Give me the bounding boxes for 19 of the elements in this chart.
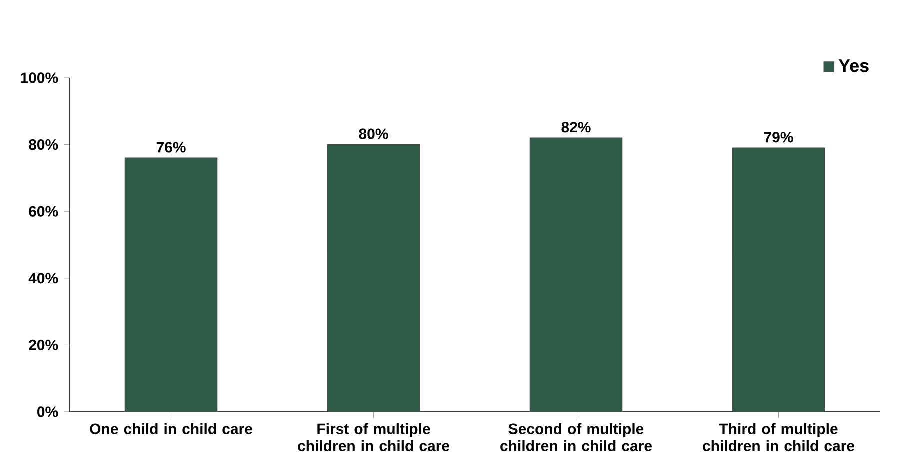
legend-label: Yes (838, 60, 869, 72)
x-tick-label: Third of multiple children in child care (703, 423, 855, 452)
data-label: 80% (359, 128, 388, 140)
bar (124, 158, 218, 412)
y-tick-label: 100% (21, 72, 58, 84)
y-tick-label: 80% (29, 139, 58, 150)
data-label: 82% (562, 122, 591, 133)
x-tick-label: One child in child care (90, 423, 252, 434)
data-label: 79% (764, 132, 794, 143)
y-tick-label: 40% (28, 273, 58, 284)
y-tick-label: 60% (29, 206, 58, 217)
y-tick-label: 0% (38, 406, 58, 418)
y-tick-label: 20% (29, 340, 58, 351)
x-tick-label: First of multiple children in child care (298, 423, 450, 452)
data-label: 76% (156, 142, 186, 153)
x-tick-label: Second of multiple children in child care (500, 423, 652, 452)
bar (732, 148, 826, 412)
bar (530, 138, 623, 412)
bar (327, 144, 420, 412)
